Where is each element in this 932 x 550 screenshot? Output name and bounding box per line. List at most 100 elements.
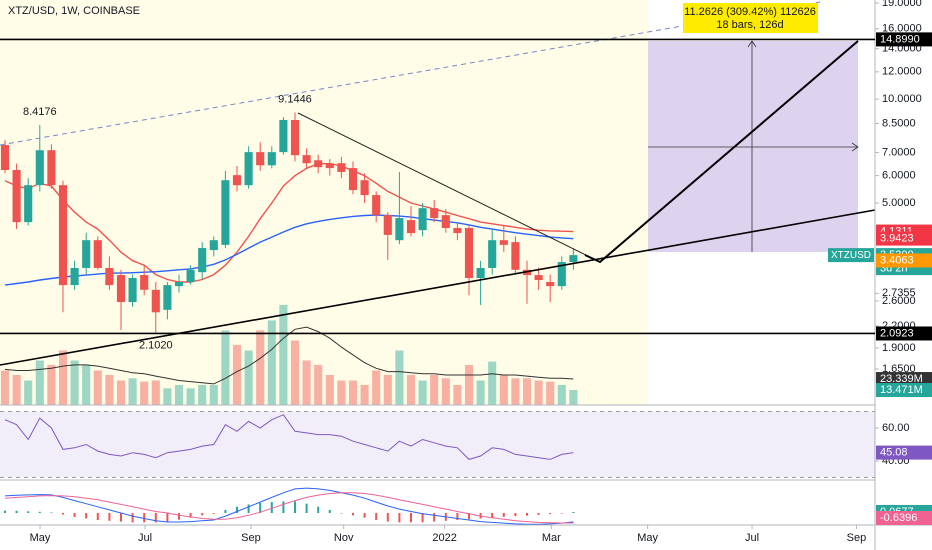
candle-body [151, 289, 160, 313]
macd-histogram-bar [166, 513, 169, 523]
y-tick-label: 2.6000 [882, 295, 916, 307]
volume-bar [302, 360, 311, 405]
volume-bar [395, 350, 404, 405]
volume-bar [453, 384, 462, 405]
y-tick-label: 16.0000 [882, 23, 922, 35]
volume-bar [163, 388, 172, 405]
volume-bar [430, 374, 439, 405]
projection-box [648, 41, 858, 252]
price-tag-label: 14.8990 [880, 33, 920, 45]
macd-histogram-bar [27, 511, 30, 514]
candle-body [488, 240, 497, 268]
volume-bar [93, 370, 102, 405]
candle-body [395, 218, 404, 241]
candle-body [476, 267, 485, 279]
volume-bar [488, 361, 497, 405]
candle-body [209, 240, 218, 251]
macd-histogram-bar [154, 513, 157, 523]
volume-bar [244, 350, 253, 405]
candle-body [499, 240, 508, 245]
volume-bar [47, 364, 56, 405]
candle-body [372, 195, 381, 216]
candle-body [441, 215, 450, 229]
measure-box [683, 3, 818, 33]
x-tick-label: 2022 [432, 532, 456, 544]
volume-bar [279, 304, 288, 405]
macd-histogram-bar [247, 504, 250, 514]
y-tick-label: 10.0000 [882, 93, 922, 105]
projection-path [584, 40, 859, 264]
volume-bar [464, 364, 474, 405]
macd-line [4, 487, 574, 525]
macd-histogram-bar [491, 513, 494, 518]
macd-histogram-bar [119, 513, 122, 522]
macd-histogram-bar [386, 513, 389, 522]
measure-text: 11.2626 (309.42%) 112626 [684, 6, 816, 18]
macd-histogram-bar [572, 511, 575, 514]
support-trendline [0, 209, 876, 366]
candle-body [464, 228, 474, 279]
volume-bar [290, 340, 300, 405]
volume-bar [140, 381, 149, 405]
macd-histogram-bar [259, 502, 262, 514]
candle-body [174, 282, 184, 287]
x-tick-label: May [637, 532, 658, 544]
candle-body [569, 255, 578, 263]
marks [0, 112, 578, 525]
candle-body [267, 152, 276, 166]
volume-bar [267, 320, 276, 405]
candle-body [35, 150, 44, 186]
extreme-label: 8.4176 [23, 106, 57, 118]
volume-bar [35, 360, 44, 405]
macd-histogram-bar [467, 513, 470, 520]
volume-bar [82, 364, 91, 405]
volume-bar [557, 384, 566, 405]
macd-histogram-bar [351, 513, 354, 516]
y-tick-label: 5.0000 [882, 197, 916, 209]
macd-histogram-bar [433, 513, 436, 522]
candle-body [163, 285, 172, 310]
chart-title: XTZ/USD, 1W, COINBASE [8, 5, 140, 17]
candle-body [70, 267, 79, 286]
volume-bar [499, 374, 508, 405]
volume-bar [314, 364, 323, 405]
candle-body [105, 267, 114, 286]
ma-line [4, 214, 574, 286]
candle-body [0, 145, 10, 171]
macd-histogram-bar [61, 513, 64, 515]
volume-bar [511, 378, 520, 405]
macd-histogram-bar [235, 506, 238, 514]
price-tag-label: 13.471M [880, 384, 923, 396]
macd-histogram-bar [50, 512, 53, 514]
volume-bar [186, 388, 195, 405]
candle-body [58, 185, 68, 286]
volume-bar [372, 370, 381, 405]
x-tick-label: May [30, 532, 51, 544]
macd-histogram-bar [212, 513, 215, 514]
macd-histogram-bar [201, 513, 204, 516]
symbol-tag [828, 248, 874, 263]
macd-histogram-bar [143, 513, 146, 523]
candle-body [128, 278, 137, 303]
volume-bar [232, 344, 242, 405]
volume-bar [70, 360, 79, 405]
macd-histogram-bar [317, 506, 320, 514]
macd-histogram-bar [3, 510, 6, 514]
volume-bar [337, 380, 346, 405]
candle-body [360, 180, 369, 196]
y-tick-label: 6.0000 [882, 170, 916, 182]
macd-histogram-bar [421, 513, 424, 523]
symbol-tag-label: XTZUSD [831, 250, 871, 261]
price-tag [876, 32, 932, 47]
candle-body [546, 282, 555, 287]
candle-body [383, 215, 392, 235]
candle-body [140, 275, 149, 290]
macd-histogram-bar [456, 513, 459, 521]
macd-histogram-bar [537, 513, 540, 515]
volume-bar [546, 381, 555, 405]
extreme-label: 2.1020 [139, 340, 173, 352]
candle-body [12, 170, 21, 223]
macd-histogram-bar [131, 513, 134, 523]
ma-line [4, 163, 574, 283]
